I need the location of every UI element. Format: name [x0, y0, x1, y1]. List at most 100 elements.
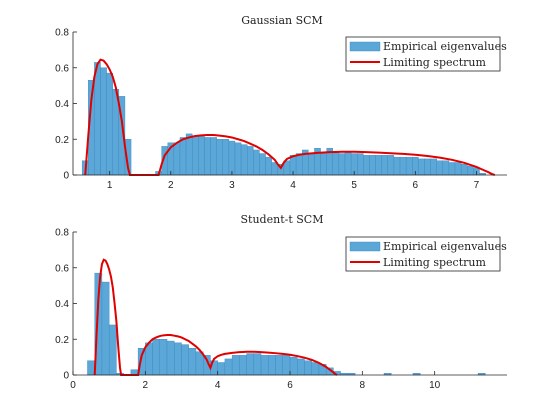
- histogram-bar: [311, 362, 320, 376]
- histogram-bar: [297, 358, 305, 376]
- x-tick-label: 4: [290, 180, 296, 191]
- limiting-spectrum-line: [84, 58, 496, 176]
- histogram-bar: [436, 160, 444, 176]
- y-tick-label: 0: [63, 371, 69, 382]
- histogram-bar: [338, 153, 346, 176]
- histogram-bar: [173, 142, 181, 176]
- histogram-bar: [159, 339, 168, 376]
- histogram-bar: [166, 340, 175, 376]
- histogram-bar: [210, 137, 217, 176]
- x-tick-label: 2: [168, 180, 174, 191]
- histogram-bar: [430, 158, 437, 176]
- x-tick-label: 6: [287, 380, 293, 391]
- histogram-bar: [369, 155, 376, 176]
- y-tick-label: 0.6: [55, 263, 69, 274]
- x-tick-label: 2: [143, 380, 149, 391]
- histogram-bar: [418, 158, 425, 176]
- histogram-bar: [222, 139, 230, 176]
- histogram-bar: [195, 351, 204, 376]
- legend-label-limiting: Limiting spectrum: [383, 56, 486, 69]
- histogram-bar: [467, 165, 474, 176]
- x-tick-label: 7: [474, 180, 480, 191]
- histogram-bar: [247, 146, 254, 176]
- histogram-bar: [216, 139, 223, 176]
- x-tick-label: 3: [229, 180, 235, 191]
- histogram-bar: [375, 155, 382, 176]
- histogram-bar: [282, 355, 291, 376]
- histogram-bar: [94, 62, 101, 176]
- histogram-bar: [253, 149, 260, 176]
- histogram-bar: [224, 358, 233, 376]
- histogram-bar: [231, 355, 240, 376]
- y-tick-label: 0.4: [55, 299, 69, 310]
- histogram-bar: [268, 355, 276, 376]
- histogram-bar: [108, 324, 117, 376]
- limiting-spectrum-line: [93, 258, 338, 376]
- y-tick-label: 0.4: [55, 99, 69, 110]
- histogram-bar: [454, 162, 462, 176]
- y-tick-label: 0.2: [55, 335, 69, 346]
- histogram-bar: [357, 153, 364, 176]
- y-tick-label: 0.6: [55, 63, 69, 74]
- histogram-bar: [260, 355, 269, 376]
- legend-label-empirical: Empirical eigenvalues: [383, 240, 507, 253]
- histogram-bar: [344, 151, 352, 176]
- histogram-bar: [228, 140, 236, 176]
- histogram-bar: [179, 137, 187, 176]
- histogram-bar: [289, 356, 298, 376]
- histogram-bar: [304, 360, 312, 376]
- histogram-bar: [381, 155, 389, 176]
- histogram-bar: [265, 156, 272, 176]
- histogram-bar: [234, 142, 242, 176]
- y-tick-label: 0.2: [55, 135, 69, 146]
- histogram-bar: [174, 342, 182, 376]
- legend-bar-swatch: [349, 41, 381, 52]
- legend-label-empirical: Empirical eigenvalues: [383, 40, 507, 53]
- x-tick-label: 1: [107, 180, 113, 191]
- histogram-bar: [259, 153, 266, 176]
- histogram-bar: [87, 360, 95, 376]
- chart-gaussian-scm: Gaussian SCM 0 0.2 0.4 0.6 0.8 1 2 3 4 5 6 7 Empiric…: [55, 14, 507, 191]
- histogram-bar: [399, 156, 407, 176]
- x-tick-label: 0: [70, 380, 76, 391]
- x-tick-label: 8: [360, 380, 366, 391]
- histogram-bar: [424, 158, 431, 176]
- histogram-bar: [185, 133, 193, 176]
- x-tick-label: 10: [429, 380, 441, 391]
- histogram-bar: [198, 135, 205, 176]
- histogram-bar: [152, 339, 161, 376]
- histogram-bar: [106, 72, 113, 176]
- y-tick-label: 0.8: [55, 28, 69, 39]
- histogram-bar: [100, 67, 107, 176]
- legend-label-limiting: Limiting spectrum: [383, 256, 486, 269]
- histogram-bar: [240, 144, 248, 176]
- histogram-bar: [460, 164, 468, 176]
- chart-title: Gaussian SCM: [241, 14, 323, 27]
- histogram-bar: [101, 281, 110, 376]
- histogram-bar: [188, 347, 197, 376]
- chart-student-t-scm: Student-t SCM 0 0.2 0.4 0.6 0.8 0 2 4 6 8 10 Empiri…: [55, 213, 507, 391]
- x-tick-label: 4: [215, 380, 221, 391]
- histogram-bar: [308, 153, 315, 176]
- histogram-bar: [405, 156, 413, 176]
- histogram-bar: [204, 137, 211, 176]
- histogram-bar: [275, 355, 283, 376]
- histogram-bar: [363, 155, 370, 176]
- histogram-bar: [239, 355, 247, 376]
- legend-bar-swatch: [349, 241, 381, 252]
- histogram-bar: [393, 156, 401, 176]
- histogram-bar: [387, 155, 395, 176]
- x-tick-label: 5: [351, 180, 357, 191]
- histogram-bar: [295, 153, 303, 176]
- histogram-bar: [181, 344, 189, 376]
- histogram-bar: [246, 353, 255, 376]
- histogram-bar: [217, 362, 226, 376]
- x-tick-label: 6: [413, 180, 419, 191]
- histogram-bar: [145, 342, 153, 376]
- y-tick-label: 0.8: [55, 228, 69, 239]
- histogram-bar: [442, 160, 450, 176]
- y-tick-label: 0: [63, 171, 69, 182]
- histogram-bar: [332, 151, 340, 176]
- chart-title: Student-t SCM: [241, 213, 324, 226]
